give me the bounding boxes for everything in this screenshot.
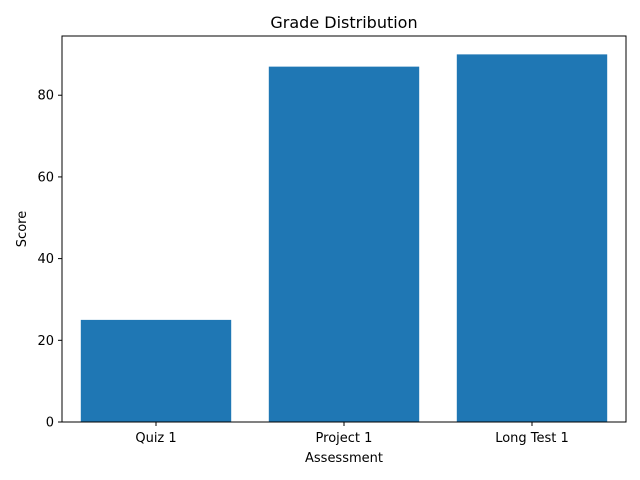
x-tick-label: Long Test 1 xyxy=(495,431,569,446)
y-tick-label: 40 xyxy=(37,252,54,267)
x-tick-label: Project 1 xyxy=(316,431,373,446)
x-tick-label: Quiz 1 xyxy=(135,431,176,446)
bar-quiz-1 xyxy=(80,319,232,422)
y-tick-label: 80 xyxy=(37,89,54,104)
x-axis-label: Assessment xyxy=(305,451,383,466)
chart-title: Grade Distribution xyxy=(270,13,417,32)
y-tick-label: 60 xyxy=(37,170,54,185)
bar-long-test-1 xyxy=(456,54,608,422)
bars-group xyxy=(80,54,608,422)
plot-frame xyxy=(61,35,627,423)
y-tick-label: 20 xyxy=(37,334,54,349)
y-axis-label: Score xyxy=(15,211,30,247)
bar-project-1 xyxy=(268,66,420,422)
y-tick-label: 0 xyxy=(46,416,54,431)
y-axis-ticks: 0 20 40 60 80 xyxy=(37,89,62,431)
x-axis-ticks: Quiz 1 Project 1 Long Test 1 xyxy=(135,422,569,446)
